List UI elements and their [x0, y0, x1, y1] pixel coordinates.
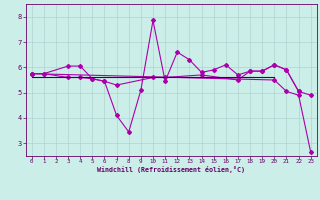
X-axis label: Windchill (Refroidissement éolien,°C): Windchill (Refroidissement éolien,°C) [97, 166, 245, 173]
